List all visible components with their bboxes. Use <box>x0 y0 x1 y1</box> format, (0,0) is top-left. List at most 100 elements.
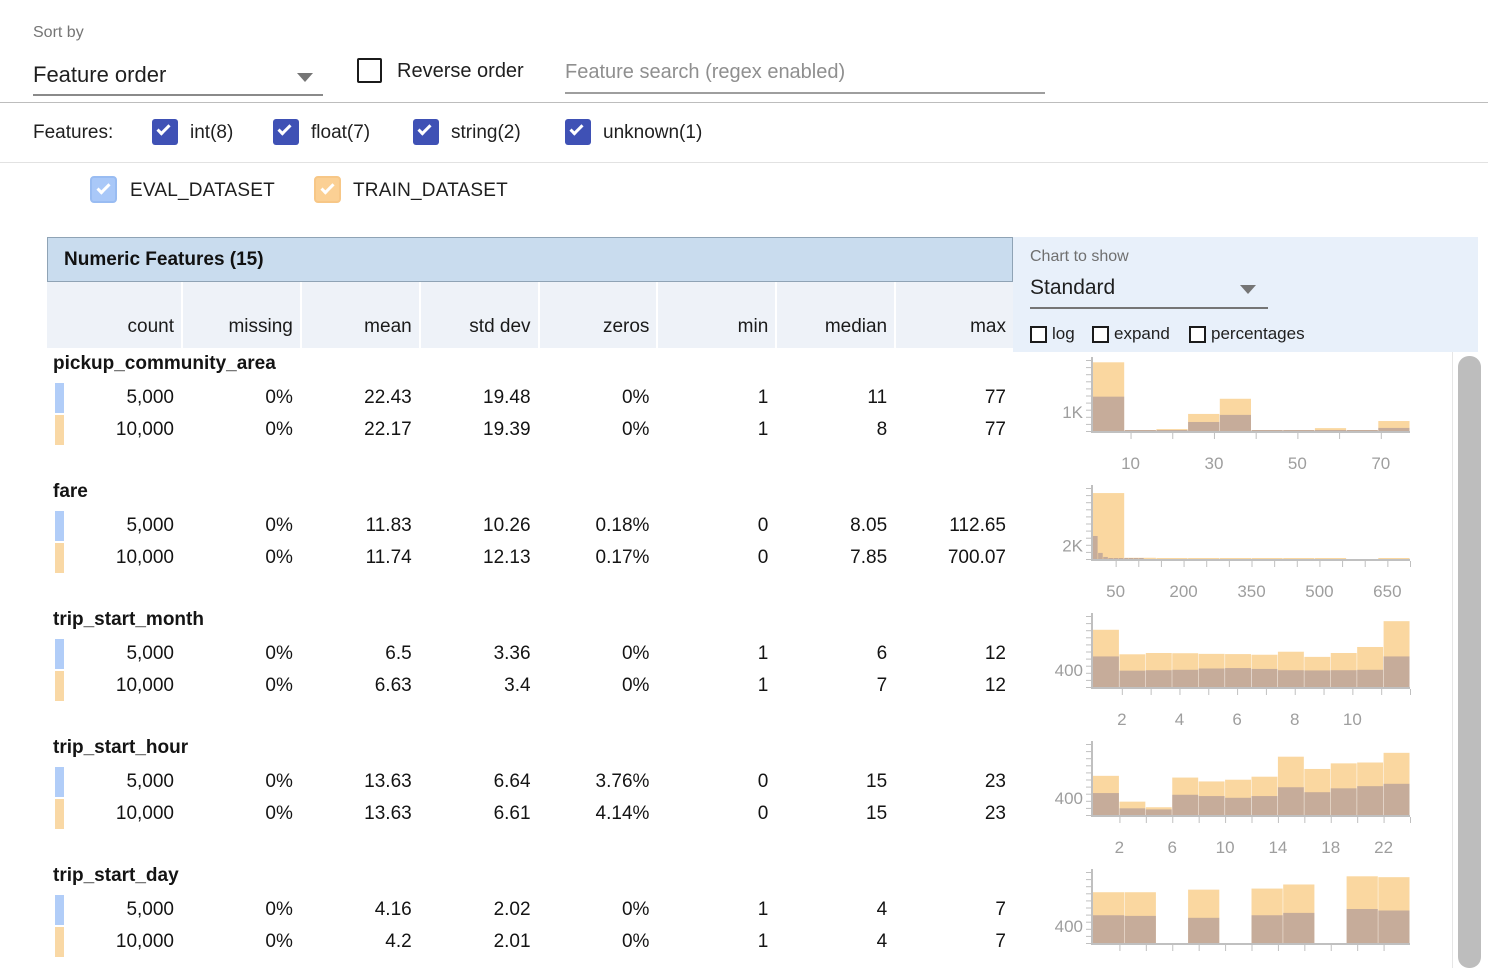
svg-text:400: 400 <box>1055 661 1083 680</box>
histogram-trip-start-hour: 400 2 6 10 14 18 22 <box>1035 736 1440 864</box>
col-max: max <box>894 282 1013 348</box>
col-median: median <box>775 282 894 348</box>
mean-cell: 6.5 <box>385 643 412 664</box>
col-min: min <box>656 282 775 348</box>
chart-type-select[interactable]: Standard <box>1030 271 1268 309</box>
string-filter-label: string(2) <box>451 122 521 143</box>
count-cell: 5,000 <box>126 387 174 408</box>
histogram-trip-start-day: 400 <box>1035 864 1440 968</box>
svg-text:70: 70 <box>1371 454 1390 473</box>
svg-text:650: 650 <box>1373 582 1401 601</box>
sort-by-select[interactable]: Feature order <box>33 58 323 96</box>
eval-swatch <box>55 383 64 413</box>
vertical-scrollbar[interactable] <box>1458 356 1481 968</box>
median-cell: 15 <box>866 771 888 792</box>
stddev-cell: 12.13 <box>483 547 531 568</box>
mean-cell: 22.43 <box>364 387 412 408</box>
max-cell: 23 <box>984 803 1006 824</box>
stat-row-eval: 5,000 0% 11.83 10.26 0.18% 0 8.05 112.65 <box>47 510 1013 542</box>
zeros-cell: 0% <box>621 419 650 440</box>
missing-cell: 0% <box>265 931 293 952</box>
int-filter-checkbox[interactable] <box>152 119 178 145</box>
missing-cell: 0% <box>265 771 293 792</box>
sort-by-label: Sort by <box>33 24 84 41</box>
check-icon <box>96 180 111 195</box>
count-cell: 10,000 <box>115 803 174 824</box>
median-cell: 8 <box>876 419 888 440</box>
svg-text:350: 350 <box>1237 582 1265 601</box>
svg-text:1K: 1K <box>1062 403 1083 422</box>
chevron-down-icon <box>297 73 313 82</box>
train-swatch <box>55 543 64 573</box>
train-dataset-checkbox[interactable] <box>314 176 341 203</box>
median-cell: 6 <box>876 643 888 664</box>
min-cell: 0 <box>757 771 769 792</box>
stat-row-train: 10,000 0% 11.74 12.13 0.17% 0 7.85 700.0… <box>47 542 1013 574</box>
stddev-cell: 19.48 <box>483 387 531 408</box>
min-cell: 0 <box>757 803 769 824</box>
string-filter-checkbox[interactable] <box>413 119 439 145</box>
check-icon <box>417 121 432 136</box>
mean-cell: 4.16 <box>374 899 412 920</box>
check-icon <box>569 121 584 136</box>
percentages-checkbox[interactable] <box>1189 326 1206 343</box>
chart-to-show-label: Chart to show <box>1030 248 1129 265</box>
zeros-cell: 0% <box>621 675 650 696</box>
missing-cell: 0% <box>265 419 293 440</box>
train-swatch <box>55 927 64 957</box>
mean-cell: 22.17 <box>364 419 412 440</box>
svg-text:30: 30 <box>1204 454 1223 473</box>
numeric-features-header: Numeric Features (15) <box>47 237 1013 282</box>
svg-text:500: 500 <box>1305 582 1333 601</box>
count-cell: 5,000 <box>126 515 174 536</box>
unknown-filter-checkbox[interactable] <box>565 119 591 145</box>
int-filter-label: int(8) <box>190 122 234 143</box>
feature-name: trip_start_month <box>53 609 204 630</box>
count-cell: 5,000 <box>126 899 174 920</box>
float-filter-label: float(7) <box>311 122 371 143</box>
eval-swatch <box>55 511 64 541</box>
float-filter-checkbox[interactable] <box>273 119 299 145</box>
feature-name: trip_start_day <box>53 865 179 886</box>
col-stddev: std dev <box>418 282 538 348</box>
search-input[interactable] <box>565 52 1045 94</box>
features-filter-label: Features: <box>33 122 114 143</box>
stat-row-train: 10,000 0% 4.2 2.01 0% 1 4 7 <box>47 926 1013 958</box>
log-label: log <box>1052 324 1075 343</box>
expand-checkbox[interactable] <box>1092 326 1109 343</box>
stat-row-train: 10,000 0% 13.63 6.61 4.14% 0 15 23 <box>47 798 1013 830</box>
histogram-trip-start-month: 400 2 4 6 8 10 <box>1035 608 1440 736</box>
feature-block-pickup-community-area: pickup_community_area 5,000 0% 22.43 19.… <box>47 350 1013 478</box>
max-cell: 7 <box>995 899 1006 920</box>
stddev-cell: 10.26 <box>483 515 531 536</box>
svg-text:2K: 2K <box>1062 536 1083 555</box>
svg-text:4: 4 <box>1175 710 1184 729</box>
reverse-order-label: Reverse order <box>397 60 524 82</box>
histogram-pickup-community-area: 1K 10 30 50 70 <box>1035 352 1440 480</box>
percentages-label: percentages <box>1211 324 1305 343</box>
chevron-down-icon <box>1240 285 1256 294</box>
stats-column-headers: count missing mean std dev zeros min med… <box>47 282 1013 348</box>
check-icon <box>156 121 171 136</box>
feature-stats-list: pickup_community_area 5,000 0% 22.43 19.… <box>47 350 1013 968</box>
scroll-divider <box>1452 352 1453 968</box>
stddev-cell: 2.01 <box>493 931 531 952</box>
check-icon <box>320 180 335 195</box>
missing-cell: 0% <box>265 803 293 824</box>
check-icon <box>277 121 292 136</box>
missing-cell: 0% <box>265 515 293 536</box>
stddev-cell: 6.61 <box>493 803 531 824</box>
median-cell: 4 <box>876 899 888 920</box>
reverse-order-checkbox[interactable] <box>357 58 382 83</box>
eval-dataset-checkbox[interactable] <box>90 176 117 203</box>
stat-row-eval: 5,000 0% 22.43 19.48 0% 1 11 77 <box>47 382 1013 414</box>
max-cell: 77 <box>984 419 1006 440</box>
log-checkbox[interactable] <box>1030 326 1047 343</box>
stat-row-train: 10,000 0% 6.63 3.4 0% 1 7 12 <box>47 670 1013 702</box>
mean-cell: 4.2 <box>385 931 412 952</box>
svg-text:14: 14 <box>1268 838 1287 857</box>
svg-text:10: 10 <box>1216 838 1235 857</box>
mean-cell: 11.83 <box>365 515 412 536</box>
count-cell: 10,000 <box>115 675 174 696</box>
